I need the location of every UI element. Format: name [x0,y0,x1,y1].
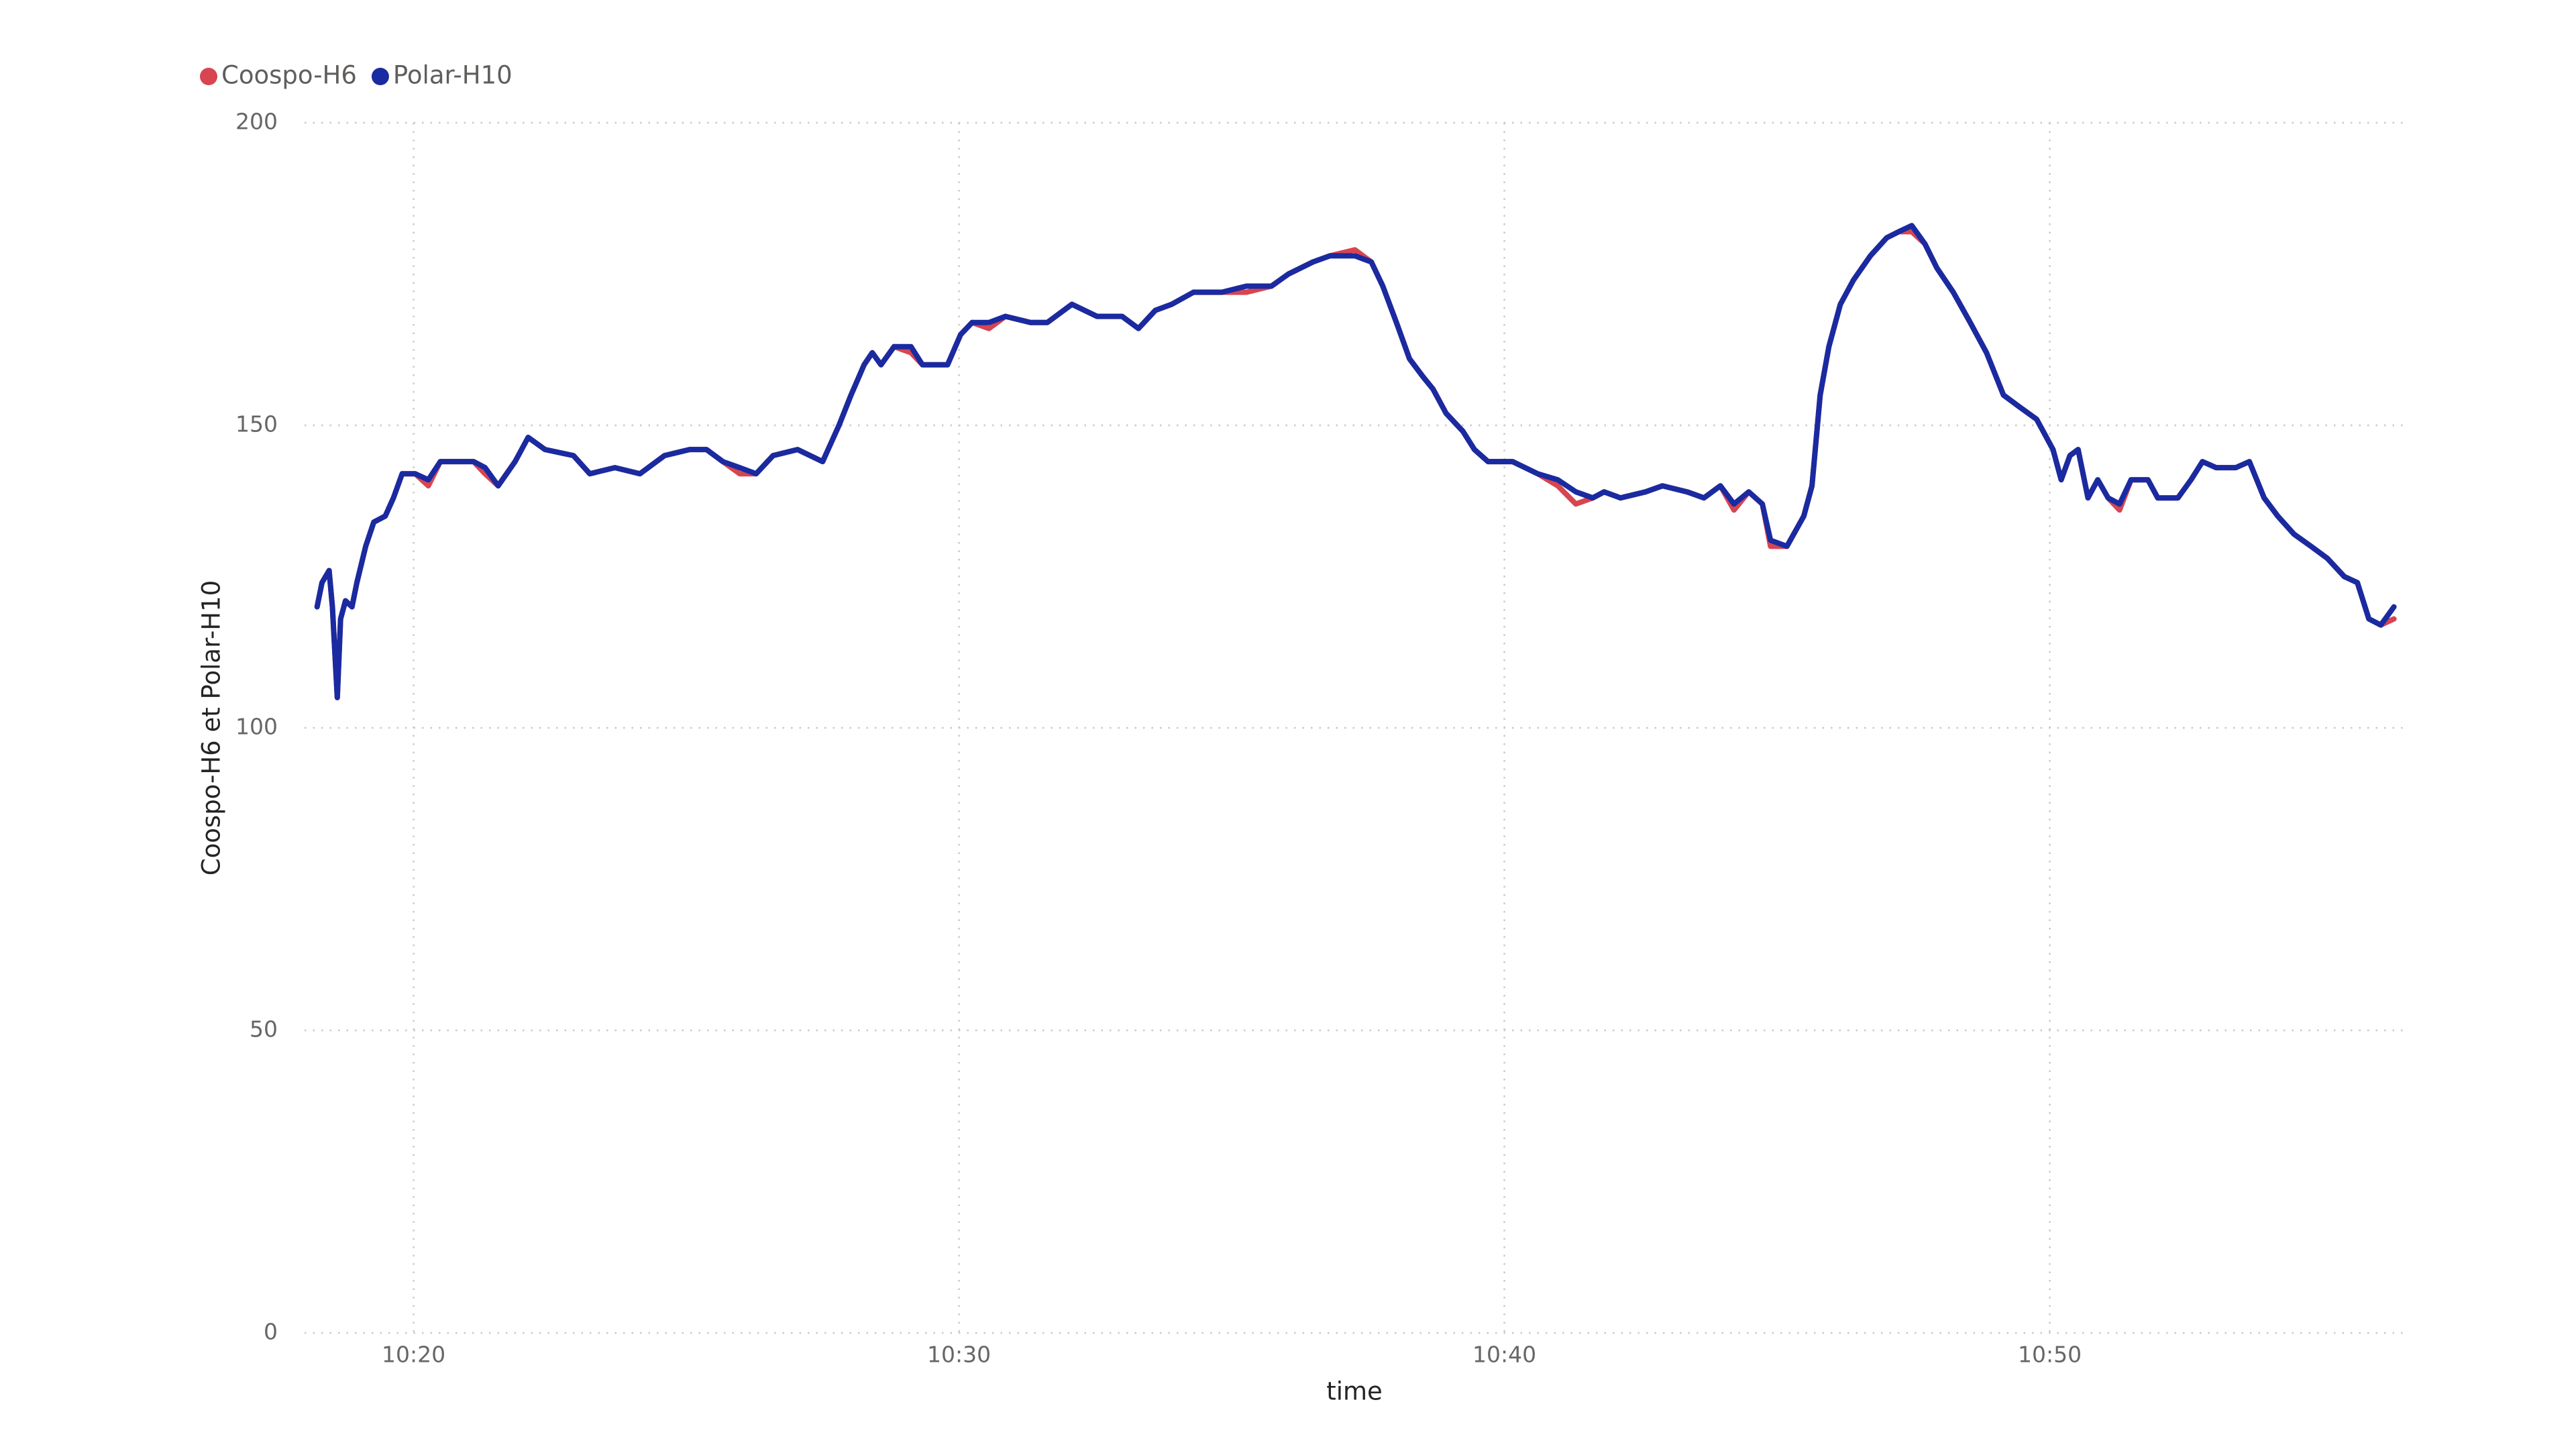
x-tick-label: 10:40 [1472,1342,1536,1368]
y-tick-label: 50 [250,1016,278,1042]
series-line [314,223,2397,700]
y-tick-label: 0 [264,1319,278,1345]
y-axis-title: Coospo-H6 et Polar-H10 [197,580,226,875]
y-tick-label: 100 [235,714,278,740]
y-tick-label: 150 [235,411,278,437]
legend-marker [200,68,217,85]
x-tick-label: 10:50 [2018,1342,2082,1368]
x-tick-label: 10:30 [927,1342,991,1368]
x-axis-title: time [1326,1377,1383,1406]
x-tick-label: 10:20 [382,1342,445,1368]
legend-label: Coospo-H6 [221,61,357,90]
legend-marker [371,68,389,85]
y-tick-label: 200 [235,109,278,135]
legend-label: Polar-H10 [393,61,513,90]
legend: Coospo-H6 Polar-H10 [200,61,513,90]
